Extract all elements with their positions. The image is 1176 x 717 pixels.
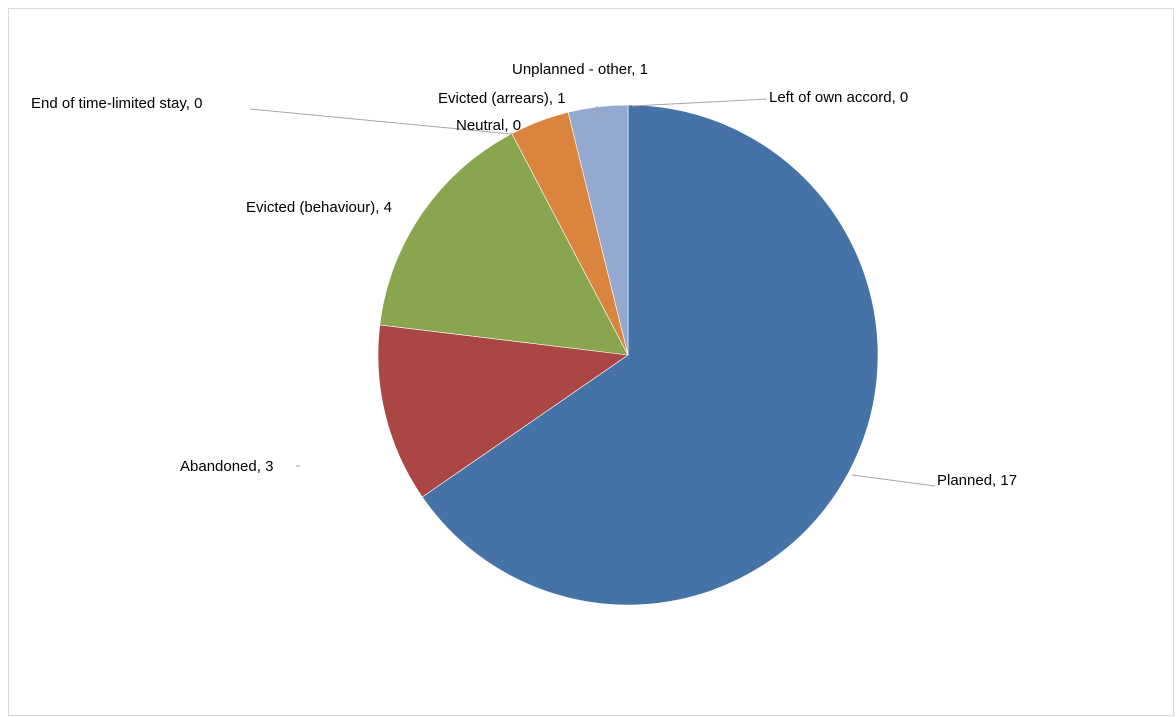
data-label-end-of-time-limited-stay: End of time-limited stay, 0 [31, 95, 202, 112]
data-label-unplanned-other: Unplanned - other, 1 [512, 61, 648, 78]
leader-line-left-of-own-accord [631, 98, 768, 107]
data-label-evicted-behaviour: Evicted (behaviour), 4 [246, 199, 392, 216]
pie-slice-planned [421, 104, 879, 606]
data-label-left-of-own-accord: Left of own accord, 0 [769, 89, 908, 106]
data-label-planned: Planned, 17 [937, 472, 1017, 489]
leader-lines [249, 98, 936, 487]
leader-line-end-of-time-limited-stay [249, 108, 513, 135]
leader-line-planned [851, 474, 936, 487]
data-label-evicted-arrears: Evicted (arrears), 1 [438, 90, 566, 107]
data-labels: Planned, 17 Left of own accord, 0 Abandone… [31, 61, 1017, 489]
pie-slices [377, 104, 879, 606]
pie-slice-abandoned [377, 324, 629, 498]
data-label-neutral: Neutral, 0 [456, 117, 521, 134]
data-label-abandoned: Abandoned, 3 [180, 458, 273, 475]
pie-slice-evicted-behaviour [379, 133, 629, 356]
pie-slice-unplanned-other [567, 104, 629, 356]
